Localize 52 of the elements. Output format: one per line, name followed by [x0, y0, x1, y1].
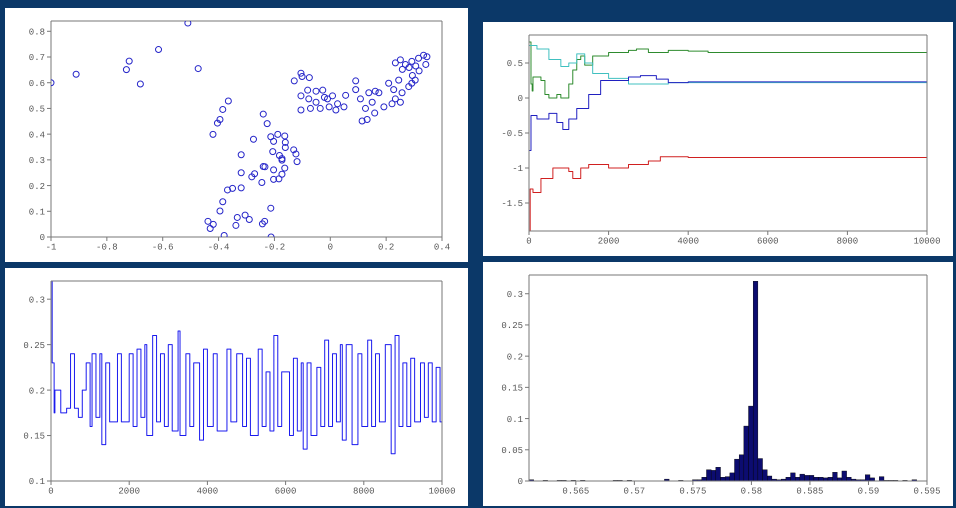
x-tick-label: 0.57 [624, 486, 646, 496]
y-tick-label: 0.15 [501, 384, 523, 394]
y-tick-label: 0.1 [506, 414, 523, 425]
x-tick-label: -0.6 [152, 242, 174, 252]
y-tick-label: 0.3 [28, 156, 45, 166]
y-tick-label: 0.6 [28, 78, 45, 89]
x-tick-label: 0.595 [913, 486, 941, 496]
x-tick-label: 6000 [756, 236, 779, 246]
y-tick-label: 0.7 [28, 53, 45, 64]
x-tick-label: 10000 [913, 236, 941, 246]
x-tick-label: 2000 [118, 486, 140, 496]
x-tick-label: -0.8 [96, 242, 118, 252]
y-tick-label: -1 [512, 164, 523, 174]
y-tick-label: 0.3 [28, 295, 45, 306]
x-tick-label: 0.59 [858, 486, 880, 496]
y-tick-label: 0.15 [23, 432, 45, 442]
y-tick-label: 0.2 [28, 182, 45, 192]
y-tick-label: 0.5 [506, 59, 523, 70]
x-tick-label: 0.575 [679, 486, 706, 496]
x-tick-label: 8000 [352, 486, 375, 496]
x-tick-label: 0.2 [378, 242, 394, 252]
y-tick-label: 0.1 [28, 477, 45, 488]
y-tick-label: 0 [518, 477, 523, 488]
x-tick-label: 0 [48, 486, 54, 496]
x-tick-label: -1 [46, 242, 56, 252]
y-tick-label: 0 [518, 94, 523, 104]
y-tick-label: 0.5 [28, 104, 45, 115]
x-tick-label: 8000 [836, 236, 858, 246]
x-tick-label: 6000 [274, 486, 296, 496]
y-tick-label: 0.1 [28, 207, 45, 218]
x-tick-label: 0.565 [562, 486, 590, 496]
x-tick-label: 0 [526, 236, 532, 246]
x-tick-label: 0 [328, 242, 333, 252]
x-tick-label: 4000 [196, 486, 218, 496]
y-tick-label: 0.25 [501, 321, 523, 332]
y-tick-label: 0.4 [28, 130, 45, 140]
y-tick-label: 0.25 [23, 340, 45, 351]
y-tick-label: 0.05 [501, 446, 523, 456]
x-tick-label: -0.2 [264, 242, 286, 252]
y-tick-label: -1.5 [501, 199, 523, 210]
x-tick-label: 4000 [677, 236, 700, 246]
y-tick-label: 0.2 [506, 352, 523, 362]
x-tick-label: 0.4 [434, 242, 450, 252]
x-tick-label: -0.4 [208, 242, 230, 252]
x-tick-label: 0.58 [740, 486, 762, 496]
y-tick-label: 0.2 [28, 386, 45, 396]
y-tick-label: 0.3 [506, 290, 523, 300]
y-tick-label: -0.5 [501, 129, 523, 140]
y-tick-label: 0.8 [28, 27, 45, 38]
x-tick-label: 0.585 [796, 486, 824, 496]
x-tick-label: 10000 [428, 486, 456, 496]
x-tick-label: 2000 [598, 236, 620, 246]
